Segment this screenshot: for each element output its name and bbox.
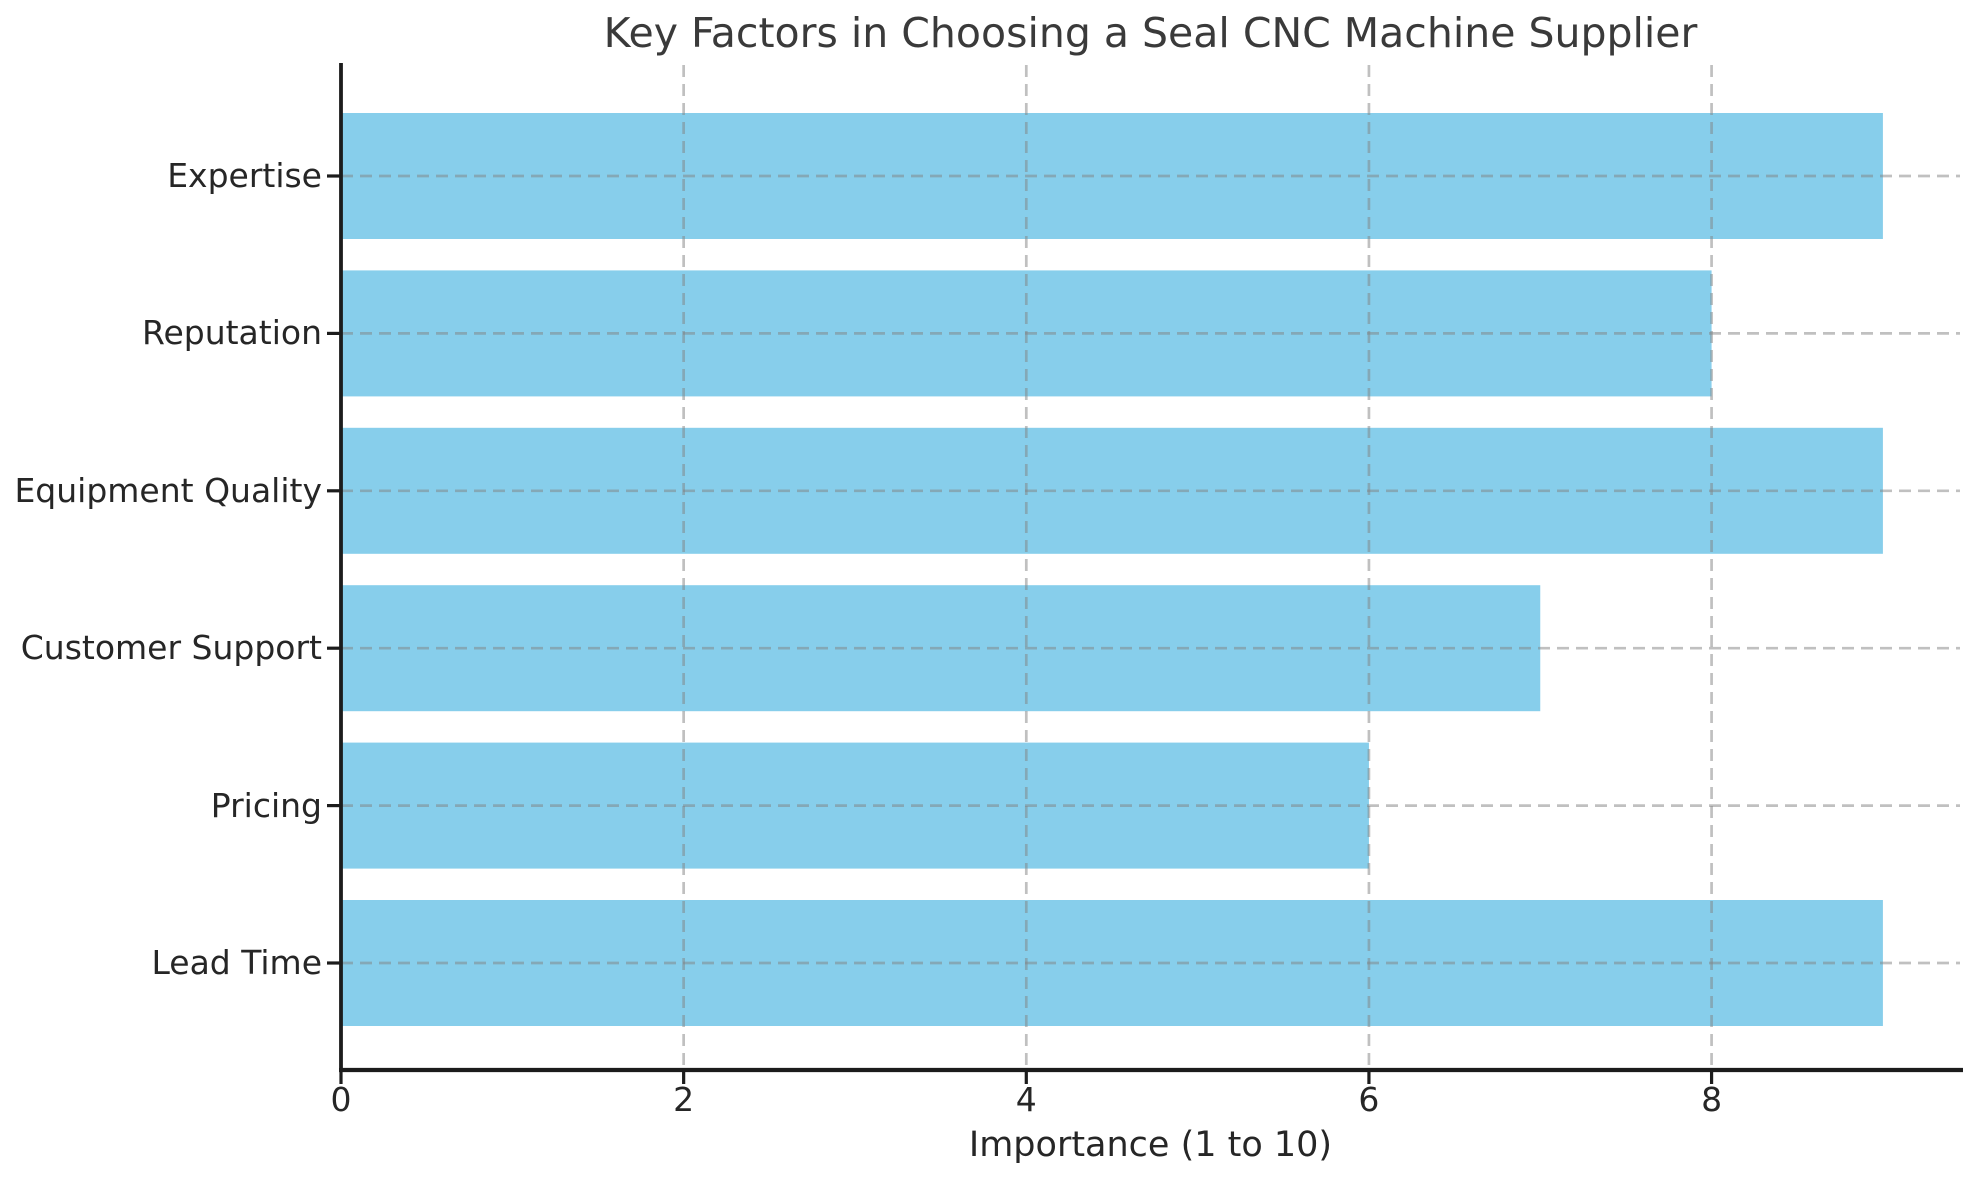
category-label: Customer Support <box>20 628 322 668</box>
category-label: Lead Time <box>151 943 322 982</box>
x-axis-label: Importance (1 to 10) <box>968 1125 1333 1165</box>
category-label: Expertise <box>167 156 322 195</box>
x-tick-label: 0 <box>330 1080 352 1119</box>
chart-title: Key Factors in Choosing a Seal CNC Machi… <box>603 9 1698 57</box>
category-label: Reputation <box>142 313 322 353</box>
x-tick-label: 6 <box>1358 1080 1380 1119</box>
x-tick-label: 4 <box>1015 1080 1037 1119</box>
category-label: Pricing <box>210 785 322 825</box>
x-tick-label: 8 <box>1701 1080 1723 1119</box>
category-label: Equipment Quality <box>14 470 322 510</box>
x-tick-label: 2 <box>673 1080 695 1119</box>
